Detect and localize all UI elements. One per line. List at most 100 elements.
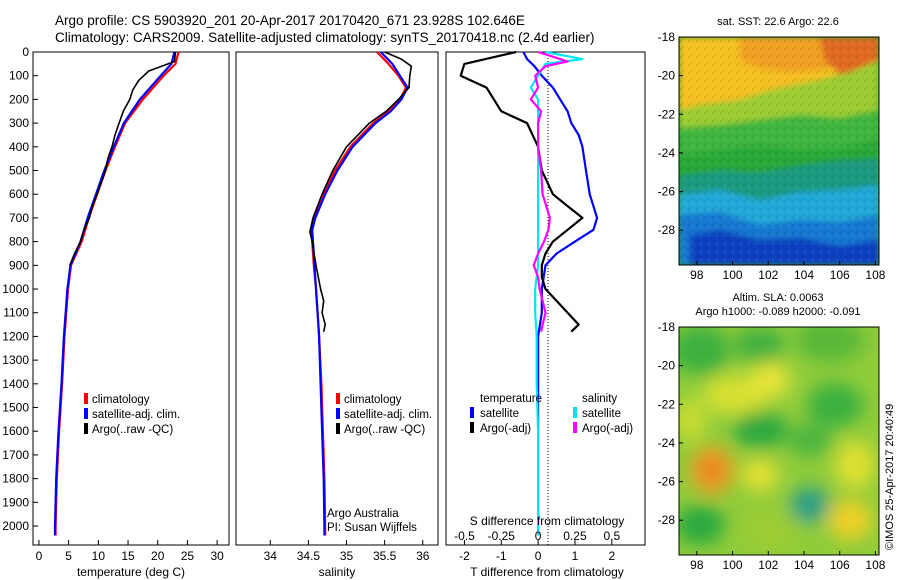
legend-satellite-swatch	[336, 408, 340, 419]
sal-series-line-1	[311, 51, 409, 536]
map-y-tick-label: -20	[658, 359, 676, 373]
temperature-legend: climatology satellite-adj. clim. Argo(..…	[84, 393, 180, 436]
map-y-tick-label: -22	[658, 107, 676, 121]
legend-temp-argo-swatch	[470, 422, 474, 433]
x-tick-label: 35	[340, 549, 354, 563]
legend-sal-satellite-swatch	[573, 407, 577, 418]
y-tick-label: 1900	[2, 495, 29, 509]
y-tick-label: 600	[9, 187, 29, 201]
sst-map-title: sat. SST: 22.6 Argo: 22.6	[717, 16, 839, 28]
sla-map-title1: Altim. SLA: 0.0063	[732, 292, 823, 304]
map-x-tick-label: 104	[794, 268, 814, 282]
map-x-tick-label: 104	[794, 558, 814, 572]
map-y-tick-label: -24	[658, 436, 676, 450]
legend-temperature-title: temperature	[480, 393, 542, 405]
legend-climatology-label: climatology	[344, 394, 402, 406]
y-tick-label: 100	[9, 69, 29, 83]
temperature-plot-frame	[32, 51, 230, 546]
y-tick-label: 1500	[2, 401, 29, 415]
x-tick-label: 34	[264, 549, 278, 563]
diff-series-line-2	[529, 50, 584, 536]
x-tick-label: 2	[608, 549, 615, 563]
legend-satellite-swatch	[84, 408, 88, 419]
map-x-tick-label: 98	[690, 558, 704, 572]
salinity-panel: 34 34.5 35 35.5 36 salinity climatology sate…	[235, 51, 439, 579]
sst-map-frame	[678, 36, 880, 266]
sal-series-line-0	[310, 51, 408, 536]
sal-series-line-2	[309, 51, 413, 332]
diff-series-line-1	[459, 50, 584, 333]
x-tick-label: 34.5	[297, 549, 321, 563]
sla-map-panel: Altim. SLA: 0.0063 Argo h1000: -0.089 h2…	[658, 292, 886, 572]
legend-temp-satellite-label: satellite	[480, 408, 519, 420]
x-tick-label: 25	[181, 549, 195, 563]
legend-satellite-label: satellite-adj. clim.	[344, 409, 432, 421]
sla-heatmap	[679, 327, 879, 555]
legend-sal-argo-swatch	[573, 422, 577, 433]
map-y-tick-label: -28	[658, 513, 676, 527]
legend-argo-swatch	[336, 423, 340, 434]
temperature-xlabel: temperature (deg C)	[77, 565, 185, 579]
x-tick-label: -1	[496, 549, 507, 563]
diff-series-line-0	[522, 51, 599, 536]
map-x-tick-label: 100	[723, 268, 743, 282]
map-y-tick-label: -18	[658, 30, 676, 44]
legend-sal-argo-label: Argo(-adj)	[582, 423, 633, 435]
diff-series-line-3	[529, 50, 569, 332]
map-x-tick-label: 102	[758, 558, 778, 572]
map-x-tick-label: 108	[865, 268, 885, 282]
x-tick-label: 0	[36, 549, 43, 563]
temp-series-line-0	[54, 51, 180, 536]
map-x-tick-label: 106	[830, 268, 850, 282]
x-tick-label: 1	[572, 549, 579, 563]
sst-map-panel: sat. SST: 22.6 Argo: 22.6 98 100 102 104 106…	[658, 16, 886, 282]
difference-xlabel: T difference from climatology	[470, 565, 624, 579]
y-tick-label: 1400	[2, 377, 29, 391]
legend-satellite-label: satellite-adj. clim.	[92, 409, 180, 421]
temp-series-line-1	[53, 51, 176, 536]
top-x-tick-label: -0.5	[454, 529, 475, 543]
map-x-tick-label: 100	[723, 558, 743, 572]
map-x-tick-label: 102	[758, 268, 778, 282]
sla-map-title2: Argo h1000: -0.089 h2000: -0.091	[695, 306, 860, 318]
temp-series-line-2	[69, 51, 177, 266]
map-y-tick-label: -26	[658, 475, 676, 489]
top-x-tick-label: 0	[535, 529, 542, 543]
figure-title-line1: Argo profile: CS 5903920_201 20-Apr-2017…	[55, 13, 525, 28]
salinity-legend: climatology satellite-adj. clim. Argo(..…	[336, 393, 432, 436]
difference-legend: temperature salinity satellite Argo(-adj…	[470, 393, 633, 435]
legend-sal-satellite-label: satellite	[582, 408, 621, 420]
x-tick-label: 15	[121, 549, 135, 563]
credit-line2: PI: Susan Wijffels	[327, 522, 417, 534]
y-tick-label: 900	[9, 258, 29, 272]
difference-plot-frame	[445, 51, 646, 546]
y-tick-label: 300	[9, 116, 29, 130]
y-tick-label: 500	[9, 164, 29, 178]
legend-temp-argo-label: Argo(-adj)	[480, 423, 531, 435]
top-x-tick-label: -0.25	[488, 529, 516, 543]
y-tick-label: 400	[9, 140, 29, 154]
y-tick-label: 1200	[2, 329, 29, 343]
y-tick-label: 1800	[2, 472, 29, 486]
map-y-tick-label: -26	[658, 185, 676, 199]
x-tick-label: 10	[92, 549, 106, 563]
x-tick-label: 0	[535, 549, 542, 563]
map-y-tick-label: -28	[658, 223, 676, 237]
difference-panel: -2 -1 0 1 2 T difference from climatology S …	[445, 50, 646, 579]
x-tick-label: 36	[416, 549, 430, 563]
sst-heatmap	[679, 37, 879, 265]
legend-argo-swatch	[84, 423, 88, 434]
y-tick-label: 800	[9, 235, 29, 249]
y-tick-label: 700	[9, 211, 29, 225]
map-y-tick-label: -20	[658, 69, 676, 83]
x-tick-label: 35.5	[373, 549, 397, 563]
y-tick-label: 200	[9, 92, 29, 106]
map-y-tick-label: -18	[658, 320, 676, 334]
figure-title-line2: Climatology: CARS2009. Satellite-adjuste…	[55, 30, 595, 45]
y-tick-label: 1100	[3, 306, 29, 320]
salinity-xlabel: salinity	[319, 565, 356, 579]
y-tick-label: 1300	[2, 353, 29, 367]
map-y-tick-label: -22	[658, 397, 676, 411]
y-tick-label: 1000	[2, 282, 29, 296]
